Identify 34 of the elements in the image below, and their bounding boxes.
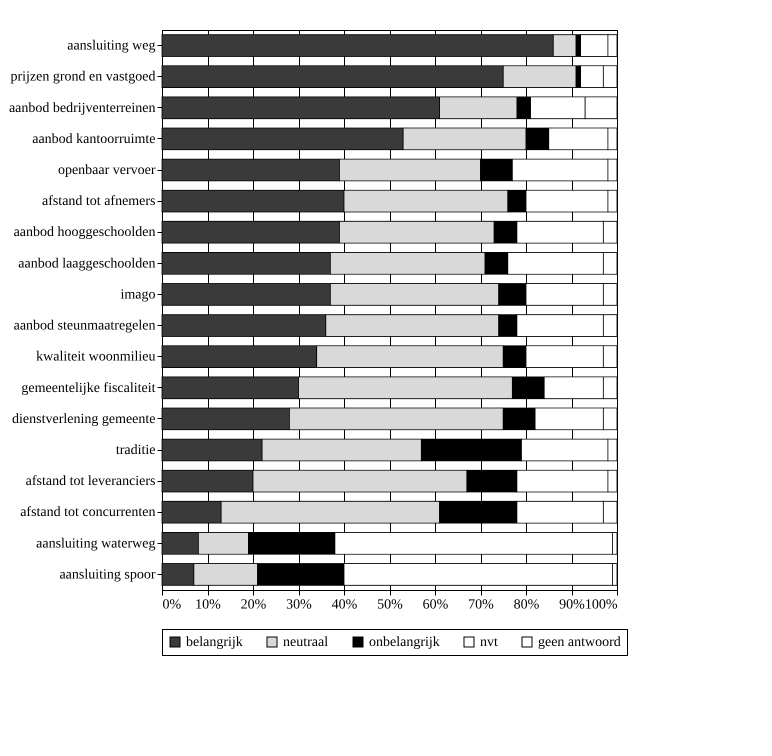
y-tick-label: kwaliteit woonmilieu bbox=[36, 350, 156, 365]
y-tick-label: dienstverlening gemeente bbox=[12, 412, 156, 427]
x-tick-label: 70% bbox=[468, 598, 494, 612]
y-tick-label: prijzen grond en vastgoed bbox=[10, 70, 156, 85]
y-tick-label: aanbod kantoorruimte bbox=[32, 132, 156, 147]
y-tick-label: afstand tot concurrenten bbox=[20, 505, 156, 520]
y-tick-label: aanbod steunmaatregelen bbox=[14, 318, 156, 334]
x-tick-label: 30% bbox=[286, 598, 312, 612]
x-tick-label: 20% bbox=[240, 598, 267, 612]
y-tick-label: traditie bbox=[116, 443, 156, 458]
x-tick-label: 80% bbox=[514, 598, 540, 612]
x-tick-label: 10% bbox=[195, 598, 222, 612]
y-tick-label: openbaar vervoer bbox=[58, 163, 156, 178]
x-tick-label: 60% bbox=[422, 598, 449, 612]
x-tick-label: 0% bbox=[162, 598, 182, 612]
y-tick-label: imago bbox=[120, 287, 156, 302]
x-tick-label: 90% bbox=[559, 598, 586, 612]
y-tick-label: gemeentelijke fiscaliteit bbox=[21, 380, 156, 396]
y-tick-label: afstand tot leveranciers bbox=[26, 474, 156, 490]
legend-label: onbelangrijk bbox=[369, 635, 440, 650]
y-tick-label: aanbod hooggeschoolden bbox=[14, 225, 156, 240]
y-tick-label: aanbod bedrijventerreinen bbox=[8, 100, 156, 116]
y-tick-label: aansluiting waterweg bbox=[36, 536, 156, 552]
y-tick-label: afstand tot afnemers bbox=[42, 194, 156, 210]
legend-label: belangrijk bbox=[186, 635, 243, 650]
x-tick-label: 40% bbox=[332, 598, 358, 612]
legend-label: neutraal bbox=[283, 635, 328, 650]
legend-label: geen antwoord bbox=[538, 635, 621, 650]
legend-label: nvt bbox=[480, 635, 498, 650]
x-tick-label: 100% bbox=[584, 598, 618, 612]
y-tick-label: aansluiting weg bbox=[67, 38, 156, 54]
y-tick-label: aanbod laaggeschoolden bbox=[18, 256, 156, 272]
y-tick-label: aansluiting spoor bbox=[59, 567, 156, 582]
x-tick-label: 50% bbox=[377, 598, 404, 612]
